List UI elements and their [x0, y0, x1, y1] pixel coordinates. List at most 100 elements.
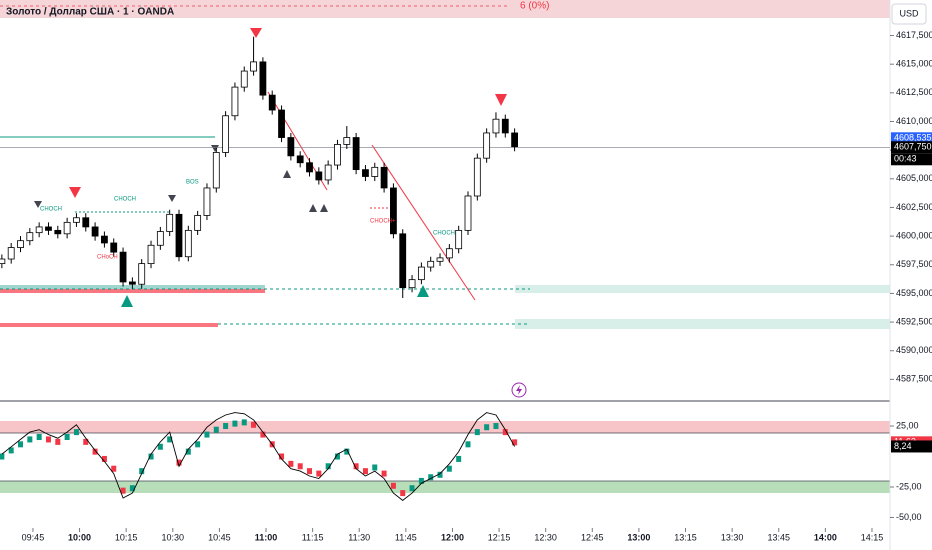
- candle-body: [156, 231, 164, 246]
- candle-body: [222, 115, 230, 153]
- osc-bar: [288, 460, 294, 467]
- osc-bar: [418, 477, 424, 484]
- osc-bar: [353, 463, 359, 470]
- osc-bar: [251, 421, 257, 428]
- x-tick-label: 12:30: [534, 532, 557, 542]
- osc-bar: [316, 470, 322, 477]
- trend-line: [371, 144, 476, 301]
- x-tick-label: 13:30: [721, 532, 744, 542]
- signal-marker: [320, 204, 328, 212]
- candle-body: [128, 281, 136, 285]
- price-label-box: [891, 440, 932, 453]
- oversold-band: [0, 481, 890, 493]
- osc-bar: [120, 487, 126, 494]
- candle-body: [473, 157, 481, 197]
- price-label-box: [891, 141, 932, 154]
- osc-bar: [148, 453, 154, 460]
- candle-body: [212, 152, 220, 189]
- x-tick-label: 14:15: [861, 532, 884, 542]
- y-tick-label: -50,00: [896, 512, 922, 522]
- osc-bar: [111, 465, 117, 472]
- alert-label: 6 (0%): [520, 1, 549, 12]
- candle-body: [203, 187, 211, 216]
- candle-body: [427, 260, 435, 268]
- annotation: CHOCH: [433, 231, 455, 237]
- osc-bar: [474, 429, 480, 436]
- osc-bar: [36, 434, 42, 440]
- event-icon[interactable]: [511, 382, 527, 398]
- supply-zone: [0, 289, 265, 293]
- sell-marker: [250, 28, 262, 38]
- osc-bar: [73, 429, 79, 436]
- candle-body: [399, 233, 407, 289]
- candle-body: [110, 242, 118, 253]
- countdown: 00:43: [894, 154, 917, 164]
- x-tick-label: 11:15: [302, 532, 324, 542]
- osc-bar: [157, 443, 163, 450]
- osc-bar: [129, 485, 135, 492]
- candle-body: [455, 229, 463, 250]
- candle-body: [184, 229, 192, 258]
- x-tick-label: 14:00: [814, 532, 837, 542]
- osc-bar: [437, 471, 443, 478]
- osc-bar: [55, 438, 61, 445]
- candle-body: [511, 132, 519, 148]
- osc-bar: [64, 434, 70, 440]
- osc-bar: [185, 448, 191, 455]
- price-label: 4608,535: [894, 133, 932, 143]
- annotation: CHOCH: [114, 197, 136, 203]
- price-label: 4607,750: [894, 142, 932, 152]
- osc-bar: [18, 441, 24, 448]
- y-tick-label: 4602,500: [896, 202, 932, 212]
- candle-body: [35, 226, 43, 234]
- currency-button[interactable]: [891, 3, 927, 25]
- candle-body: [63, 221, 71, 235]
- y-tick-label: 4610,000: [896, 116, 932, 126]
- candle-body: [54, 229, 62, 235]
- annotation: CHOCH: [40, 207, 62, 213]
- candle-body: [501, 118, 509, 134]
- x-tick-label: 10:00: [68, 532, 91, 542]
- candle-body: [0, 258, 6, 265]
- candle-body: [464, 195, 472, 231]
- osc-bar: [334, 453, 340, 460]
- symbol-title: Золото / Доллар США · 1 · OANDA: [6, 7, 174, 18]
- candle-body: [259, 61, 267, 96]
- signal-marker: [211, 145, 219, 152]
- candle-body: [390, 187, 397, 235]
- alert-band: [0, 0, 890, 18]
- osc-bar: [92, 448, 98, 455]
- signal-marker: [283, 170, 291, 178]
- osc-bar: [279, 453, 285, 460]
- candle-body: [17, 240, 24, 248]
- osc-bar: [502, 429, 508, 436]
- annotation: CHoCH: [97, 255, 118, 261]
- x-tick-label: 13:45: [767, 532, 790, 542]
- osc-bar: [101, 455, 107, 462]
- candle-body: [26, 232, 34, 242]
- osc-bar: [223, 423, 229, 430]
- y-tick-label: 4597,500: [896, 259, 932, 269]
- osc-bar: [204, 431, 210, 438]
- candle-body: [296, 155, 304, 164]
- y-tick-label: 4590,000: [896, 345, 932, 355]
- annotation: BOS: [186, 180, 199, 186]
- y-tick-label: -25,00: [896, 481, 922, 491]
- y-tick-label: 4617,500: [896, 30, 932, 40]
- osc-bar: [297, 463, 303, 470]
- candle-body: [352, 137, 360, 171]
- osc-bar: [409, 485, 415, 492]
- candle-body: [166, 213, 174, 232]
- candle-body: [101, 235, 108, 244]
- candle-body: [231, 86, 239, 117]
- candle-body: [436, 257, 444, 262]
- x-tick-label: 13:00: [627, 532, 650, 542]
- signal-marker: [168, 195, 176, 202]
- y-tick-label: 25,00: [896, 420, 919, 430]
- candle-body: [91, 226, 99, 237]
- osc-bar: [83, 438, 89, 445]
- candle-body: [380, 166, 388, 189]
